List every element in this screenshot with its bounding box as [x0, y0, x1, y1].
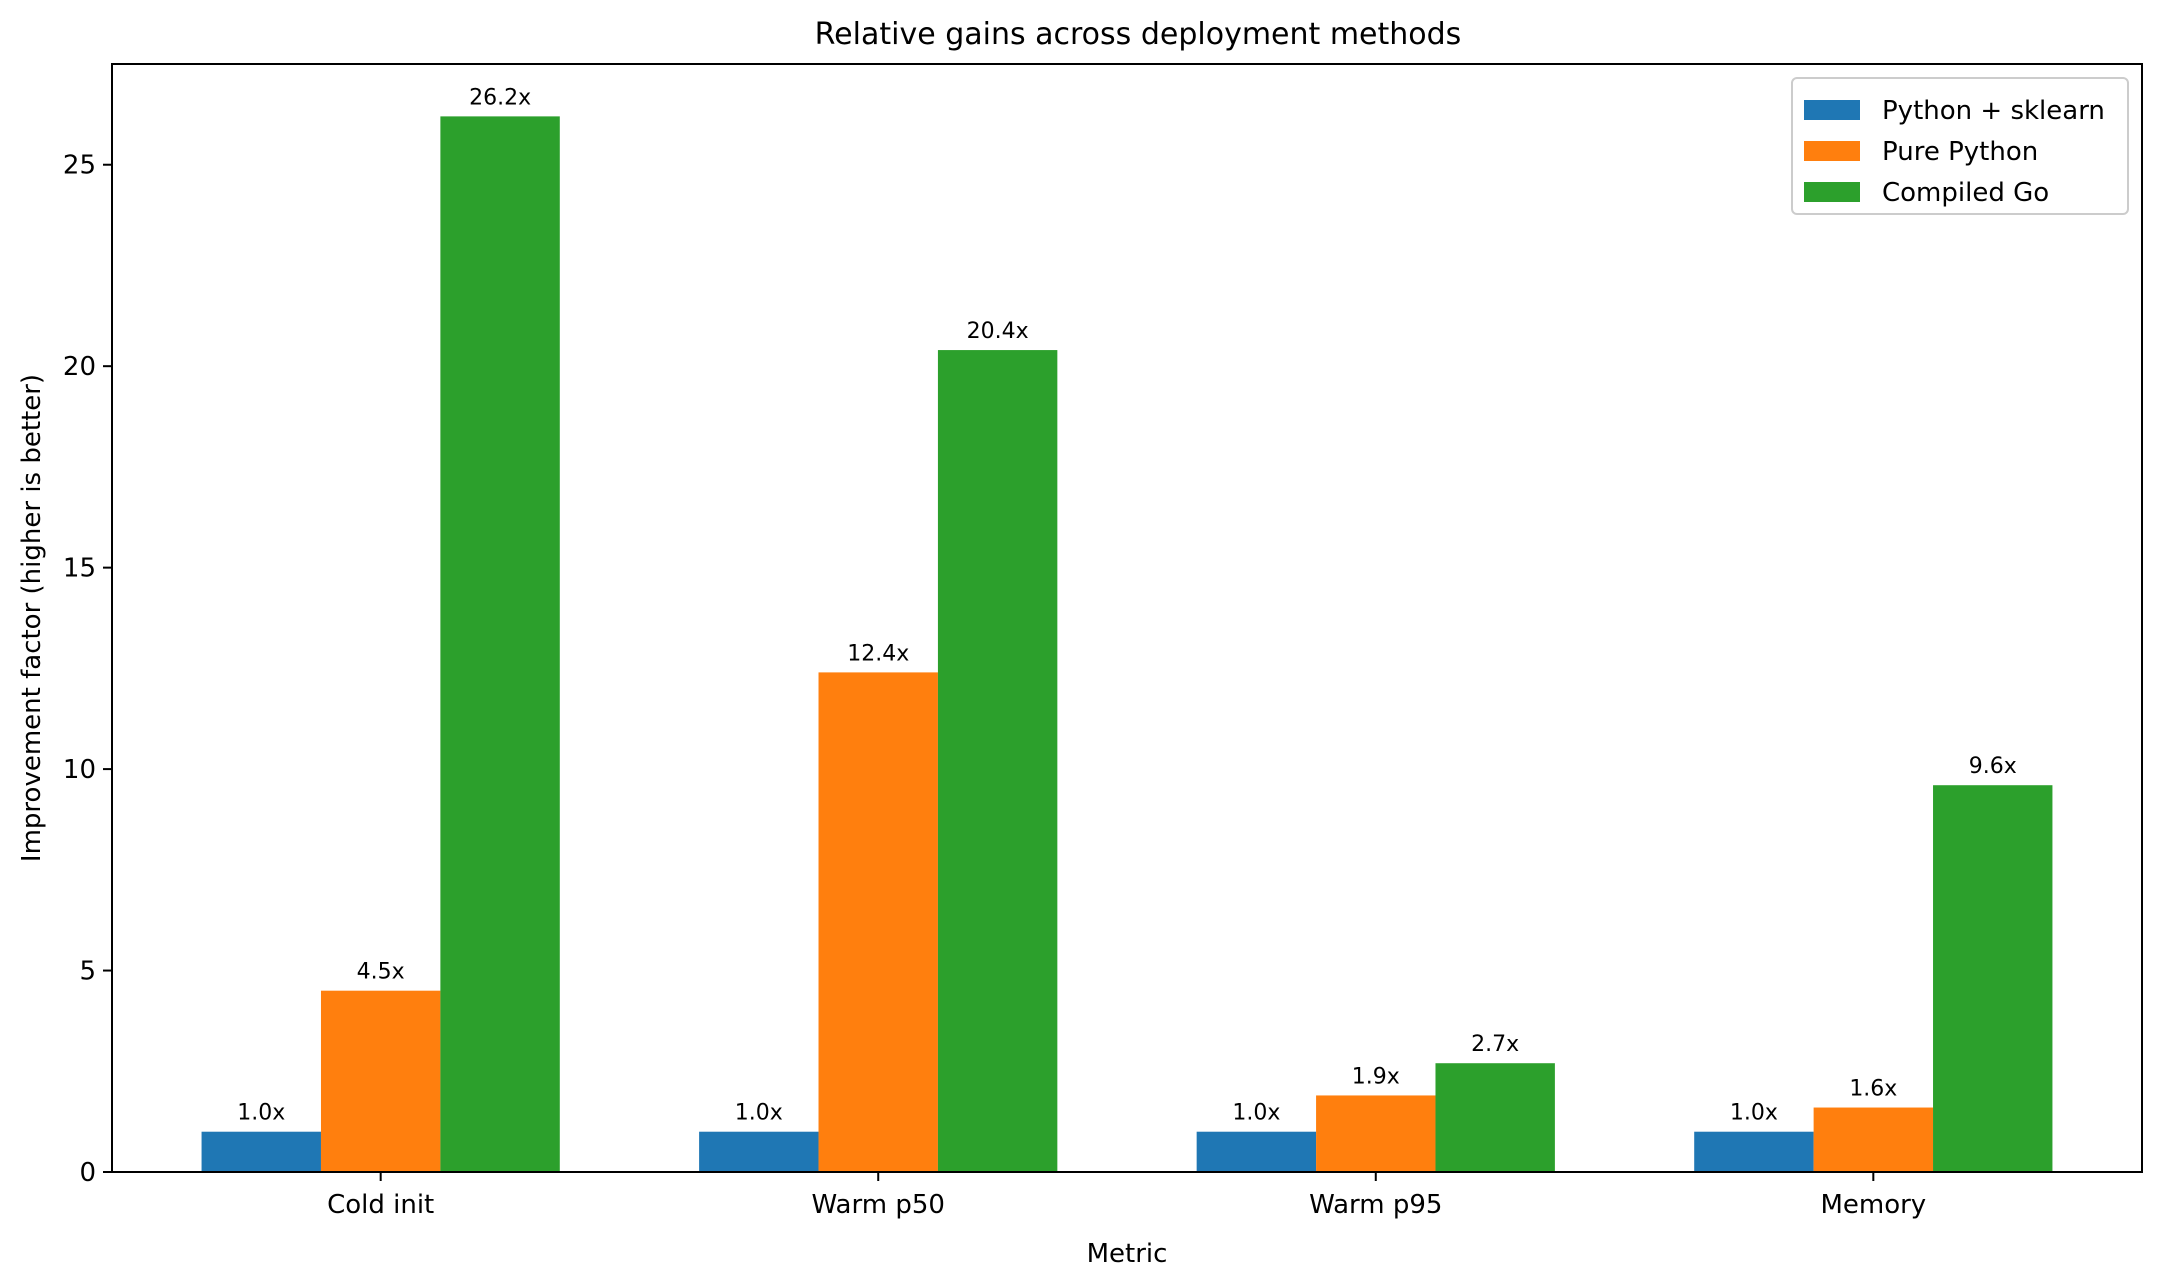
y-tick-label-5: 25 — [63, 151, 96, 181]
legend-swatch-2 — [1804, 182, 1860, 202]
bar-1-1 — [818, 672, 938, 1172]
legend-swatch-0 — [1804, 100, 1860, 120]
data-label-0-0: 1.0x — [237, 1101, 285, 1126]
data-labels-layer: 1.0x 1.0x 1.0x 1.0x 4.5x 12.4x 1.9x 1.6x 26.2x 20… — [237, 85, 2016, 1125]
data-label-1-2: 1.9x — [1352, 1064, 1400, 1089]
legend-box — [1791, 77, 2129, 215]
legend-label-2: Compiled Go — [1882, 178, 2049, 208]
bar-1-2 — [1316, 1095, 1436, 1172]
data-label-2-2: 2.7x — [1471, 1032, 1519, 1057]
y-tick-label-1: 5 — [79, 957, 96, 987]
x-axis-ticks: Cold init Warm p50 Warm p95 Memory — [327, 1172, 1926, 1220]
x-tick-label-3: Memory — [1820, 1190, 1926, 1220]
bar-2-3 — [1933, 785, 2053, 1172]
data-label-1-0: 4.5x — [357, 960, 405, 985]
data-label-2-0: 26.2x — [469, 85, 531, 110]
bar-1-3 — [1813, 1107, 1934, 1172]
y-axis-ticks: 0 5 10 15 20 25 — [63, 151, 112, 1188]
legend: Python + sklearn Pure Python Compiled Go — [1791, 77, 2129, 215]
bar-0-1 — [699, 1131, 819, 1172]
bar-2-1 — [937, 350, 1058, 1173]
y-axis-label: Improvement factor (higher is better) — [17, 374, 47, 862]
x-tick-label-1: Warm p50 — [812, 1190, 945, 1220]
chart-title: Relative gains across deployment methods — [815, 17, 1462, 52]
data-label-0-1: 1.0x — [735, 1101, 783, 1126]
plot-area-frame — [111, 63, 2143, 1173]
y-tick-label-3: 15 — [63, 554, 96, 584]
data-label-1-1: 12.4x — [847, 641, 909, 666]
data-label-2-3: 9.6x — [1969, 754, 2017, 779]
bar-0-2 — [1196, 1131, 1317, 1172]
data-label-1-3: 1.6x — [1849, 1077, 1897, 1102]
x-tick-label-0: Cold init — [327, 1190, 434, 1220]
data-label-2-1: 20.4x — [967, 319, 1029, 344]
data-label-0-3: 1.0x — [1730, 1101, 1778, 1126]
legend-label-0: Python + sklearn — [1882, 96, 2105, 126]
legend-swatch-1 — [1804, 141, 1860, 161]
bar-0-3 — [1694, 1131, 1814, 1172]
x-tick-label-2: Warm p95 — [1309, 1190, 1442, 1220]
y-tick-label-2: 10 — [63, 755, 96, 785]
x-axis-label: Metric — [1087, 1239, 1168, 1269]
legend-label-1: Pure Python — [1882, 137, 2038, 167]
y-tick-label-0: 0 — [79, 1158, 96, 1188]
data-label-0-2: 1.0x — [1232, 1101, 1280, 1126]
bar-2-2 — [1435, 1063, 1555, 1172]
bar-2-0 — [440, 116, 560, 1173]
bar-1-0 — [320, 990, 441, 1172]
bars-layer — [201, 116, 2053, 1173]
y-tick-label-4: 20 — [63, 352, 96, 382]
bar-0-0 — [201, 1131, 321, 1172]
